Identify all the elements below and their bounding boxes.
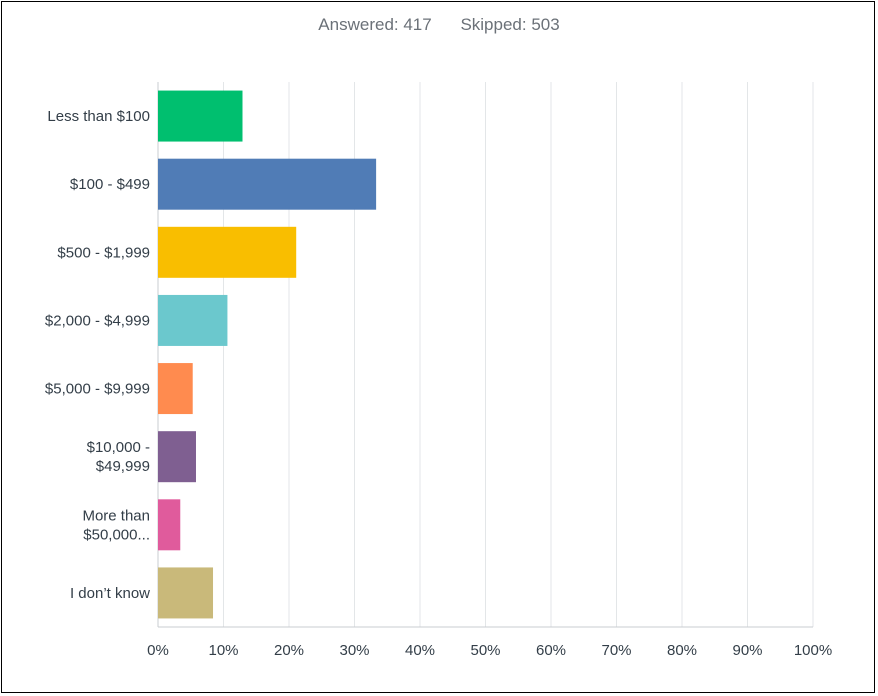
x-tick-label: 30% [339,642,369,659]
x-tick-label: 60% [536,642,566,659]
category-label: More than [82,507,150,524]
category-label: $100 - $499 [70,176,150,193]
bar [158,363,193,415]
x-tick-label: 80% [667,642,697,659]
response-summary: Answered: 417 Skipped: 503 [0,15,878,35]
bar [158,499,181,551]
category-label: I don’t know [70,585,150,602]
x-tick-label: 40% [405,642,435,659]
answered-count: Answered: 417 [318,15,432,34]
category-label: $500 - $1,999 [57,244,150,261]
category-label: $49,999 [96,458,150,475]
bar [158,158,377,210]
skipped-count: Skipped: 503 [460,15,560,34]
x-tick-label: 10% [208,642,238,659]
bar [158,567,214,619]
x-tick-label: 90% [732,642,762,659]
category-label: Less than $100 [47,108,150,125]
bar [158,431,196,483]
category-label: $50,000... [83,526,150,543]
bar [158,226,297,278]
x-tick-label: 0% [147,642,169,659]
bar [158,90,243,142]
category-label: $10,000 - [87,439,150,456]
x-tick-label: 50% [470,642,500,659]
category-label: $2,000 - $4,999 [45,312,150,329]
x-tick-label: 70% [601,642,631,659]
x-tick-label: 100% [794,642,832,659]
x-tick-label: 20% [274,642,304,659]
bar [158,294,228,346]
category-label: $5,000 - $9,999 [45,381,150,398]
